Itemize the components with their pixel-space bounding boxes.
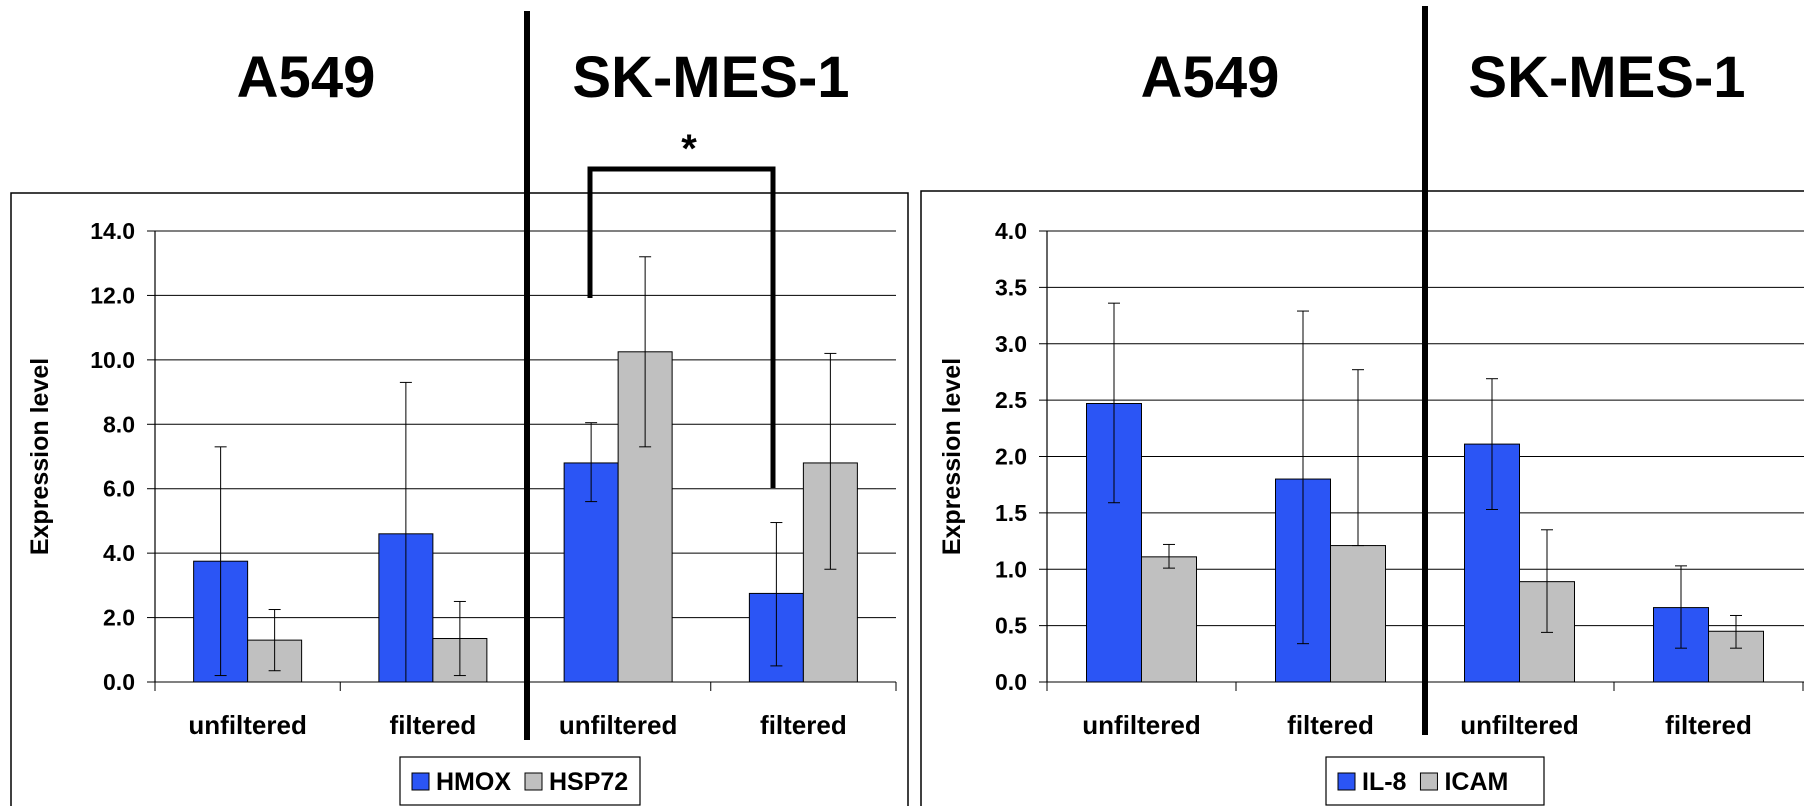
left-legend-swatch-hmox [411,772,430,791]
left-ytick-label: 6.0 [103,476,135,502]
left-ytick-label: 10.0 [90,347,135,373]
left-category-label: unfiltered [559,710,677,740]
header-left-a549: A549 [237,45,376,110]
right-ytick-label: 0.5 [995,613,1027,639]
left-y-axis-label: Expression level [26,358,54,555]
header-right-skmes1: SK-MES-1 [1468,45,1745,110]
right-legend-swatch-icam [1419,772,1438,791]
right-bar-icam [1141,556,1197,683]
right-ytick-label: 2.5 [995,387,1027,413]
right-legend-label-icam: ICAM [1444,768,1508,796]
left-ytick-label: 8.0 [103,411,135,437]
right-category-label: unfiltered [1082,710,1200,740]
left-category-label: filtered [390,710,477,740]
right-category-label: filtered [1287,710,1374,740]
left-category-label: unfiltered [188,710,306,740]
chart-right: 0.0 0.5 1.0 1.5 2.0 2.5 3.0 3.5 4.0 unfiltered fil… [938,218,1804,806]
header-left-skmes1: SK-MES-1 [572,45,849,110]
right-ytick-label: 4.0 [995,218,1027,244]
right-ytick-label: 1.0 [995,556,1027,582]
significance-star: * [681,127,697,171]
left-ytick-label: 0.0 [103,669,135,695]
significance-bracket [587,166,776,488]
chart-frame-left [10,192,909,806]
left-legend-swatch-hsp72 [524,772,543,791]
left-legend-label-hmox: HMOX [436,768,511,796]
chart-frame-right [920,190,1804,806]
right-ytick-label: 0.0 [995,669,1027,695]
right-bar-icam [1330,545,1386,683]
left-legend-box [399,756,641,806]
right-ytick-label: 1.5 [995,500,1027,526]
left-ytick-label: 4.0 [103,540,135,566]
right-category-label: unfiltered [1460,710,1578,740]
left-category-label: filtered [760,710,847,740]
left-legend-label-hsp72: HSP72 [549,768,628,796]
left-ytick-label: 14.0 [90,218,135,244]
right-ytick-label: 3.5 [995,274,1027,300]
right-legend-swatch-il-8 [1337,772,1356,791]
right-legend-label-il-8: IL-8 [1362,768,1407,796]
chart-left: 0.0 2.0 4.0 6.0 8.0 10.0 12.0 14.0 unfiltered fil… [26,218,897,806]
right-category-label: filtered [1665,710,1752,740]
left-ytick-label: 2.0 [103,605,135,631]
right-ytick-label: 2.0 [995,444,1027,470]
header-right-a549: A549 [1141,45,1280,110]
right-ytick-label: 3.0 [995,331,1027,357]
left-ytick-label: 12.0 [90,282,135,308]
right-y-axis-label: Expression level [938,358,966,555]
